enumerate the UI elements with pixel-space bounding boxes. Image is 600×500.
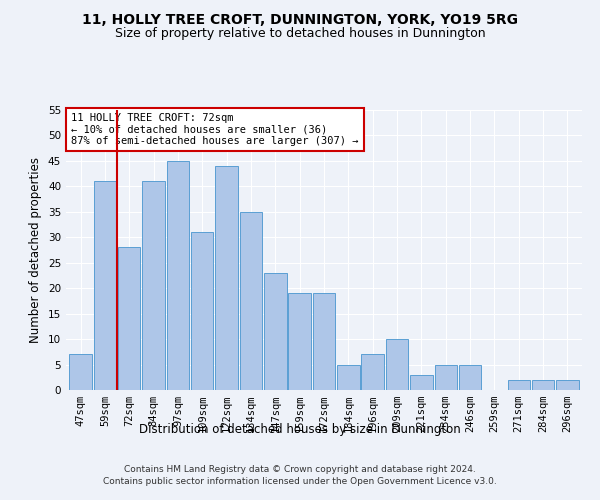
Text: Contains public sector information licensed under the Open Government Licence v3: Contains public sector information licen… bbox=[103, 478, 497, 486]
Bar bbox=[410, 374, 433, 390]
Bar bbox=[508, 380, 530, 390]
Bar bbox=[361, 354, 384, 390]
Bar bbox=[556, 380, 578, 390]
Text: Distribution of detached houses by size in Dunnington: Distribution of detached houses by size … bbox=[139, 422, 461, 436]
Bar bbox=[118, 248, 140, 390]
Bar bbox=[191, 232, 214, 390]
Bar bbox=[337, 364, 359, 390]
Bar bbox=[264, 273, 287, 390]
Bar bbox=[386, 339, 408, 390]
Text: Size of property relative to detached houses in Dunnington: Size of property relative to detached ho… bbox=[115, 28, 485, 40]
Bar bbox=[532, 380, 554, 390]
Bar bbox=[142, 182, 165, 390]
Bar bbox=[289, 294, 311, 390]
Bar bbox=[94, 182, 116, 390]
Bar bbox=[459, 364, 481, 390]
Bar bbox=[313, 294, 335, 390]
Bar bbox=[240, 212, 262, 390]
Bar bbox=[167, 161, 189, 390]
Bar bbox=[215, 166, 238, 390]
Text: Contains HM Land Registry data © Crown copyright and database right 2024.: Contains HM Land Registry data © Crown c… bbox=[124, 465, 476, 474]
Text: 11, HOLLY TREE CROFT, DUNNINGTON, YORK, YO19 5RG: 11, HOLLY TREE CROFT, DUNNINGTON, YORK, … bbox=[82, 12, 518, 26]
Y-axis label: Number of detached properties: Number of detached properties bbox=[29, 157, 43, 343]
Bar bbox=[70, 354, 92, 390]
Bar bbox=[434, 364, 457, 390]
Text: 11 HOLLY TREE CROFT: 72sqm
← 10% of detached houses are smaller (36)
87% of semi: 11 HOLLY TREE CROFT: 72sqm ← 10% of deta… bbox=[71, 113, 359, 146]
